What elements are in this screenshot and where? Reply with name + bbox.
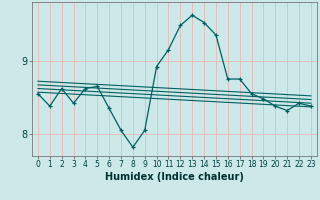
X-axis label: Humidex (Indice chaleur): Humidex (Indice chaleur) — [105, 172, 244, 182]
